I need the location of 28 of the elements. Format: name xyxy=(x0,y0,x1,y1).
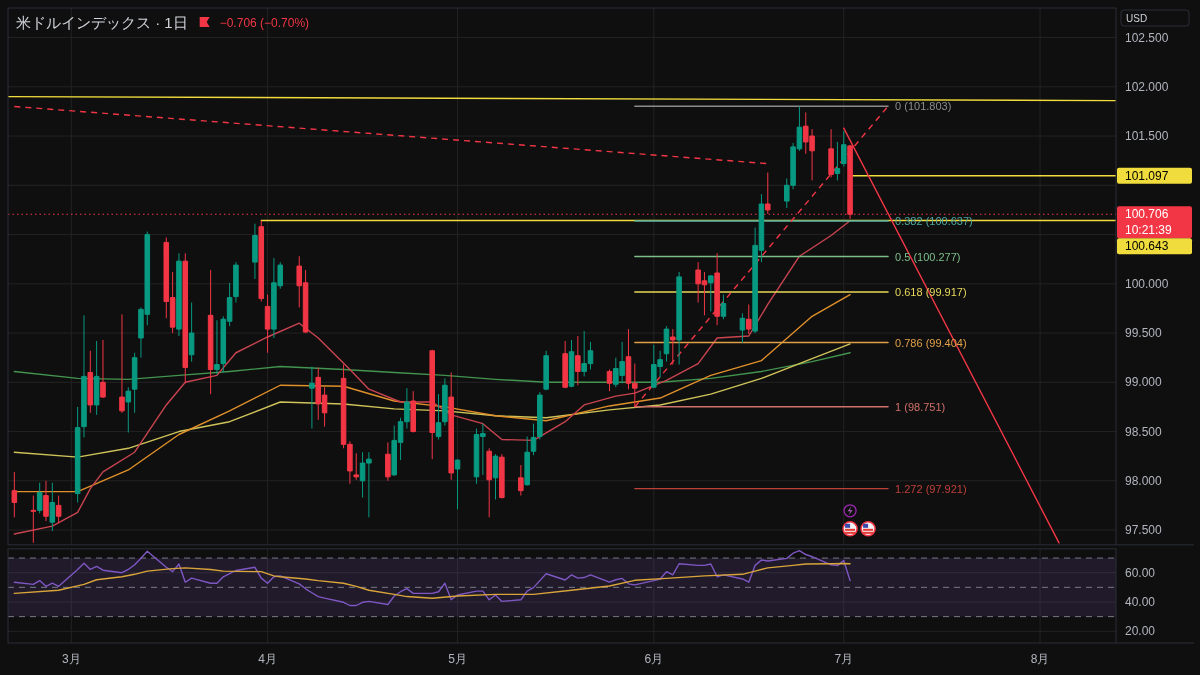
x-tick-label: 6月 xyxy=(644,652,664,666)
y-tick-label: 98.000 xyxy=(1125,473,1163,488)
series-label: 0 (101.803) xyxy=(895,100,952,113)
series-label: 1.272 (97.921) xyxy=(895,482,967,495)
y-tick-label: 101.500 xyxy=(1125,129,1169,144)
ref-line-label: 100.706 10:21:39 xyxy=(1125,207,1173,238)
series-label: 0.5 (100.277) xyxy=(895,250,961,263)
y-tick-label: 99.500 xyxy=(1125,326,1163,341)
x-tick-label: 7月 xyxy=(834,652,854,666)
data-label: 101.097 xyxy=(1125,168,1169,183)
y-tick-label: 97.500 xyxy=(1125,523,1163,538)
y-tick-label: 100.000 xyxy=(1125,276,1169,291)
y-tick-label: 99.000 xyxy=(1125,375,1163,390)
chart-title: 米ドルインデックス · 1日 xyxy=(16,14,188,31)
data-label: 100.643 xyxy=(1125,239,1169,254)
x-tick-label: 3月 xyxy=(61,652,81,666)
text: −0.706 (−0.70%) xyxy=(219,16,310,30)
y-axis-title: USD xyxy=(1126,13,1148,24)
x-tick-label: 5月 xyxy=(448,652,467,666)
y-tick-label: 102.000 xyxy=(1125,79,1169,94)
x-tick-label: 4月 xyxy=(258,652,277,666)
y-tick-label: 98.500 xyxy=(1125,424,1163,439)
y-tick-label: 60.00 xyxy=(1125,565,1156,580)
series-label: 1 (98.751) xyxy=(895,400,946,413)
y-tick-label: 20.00 xyxy=(1125,624,1156,639)
y-tick-label: 40.00 xyxy=(1125,594,1156,609)
y-tick-label: 102.500 xyxy=(1125,30,1169,45)
x-tick-label: 8月 xyxy=(1030,652,1050,666)
